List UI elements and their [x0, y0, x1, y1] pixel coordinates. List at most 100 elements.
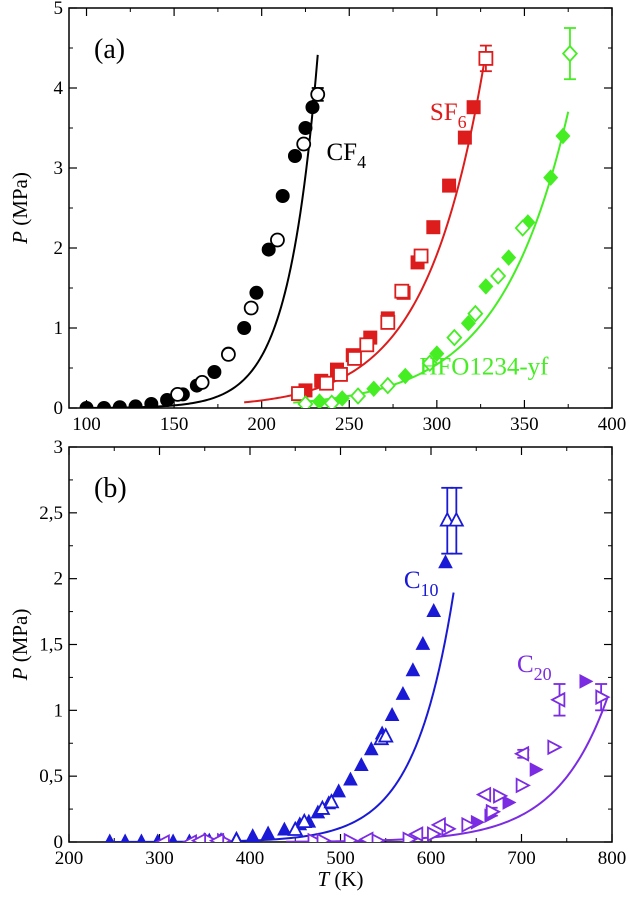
data-point-filled — [261, 242, 276, 257]
data-point-filled — [249, 285, 264, 300]
fit-curve — [286, 697, 609, 842]
data-point-open — [296, 136, 312, 152]
series-label-subscript: 10 — [421, 580, 439, 600]
plot-frame — [68, 446, 613, 843]
panel-b: 200 300 400 500 600 700 800 0 0,5 1 1,5 2 2,5 3 P (MPa… — [8, 437, 626, 891]
series-sf6 — [244, 44, 494, 404]
data-point-open — [310, 87, 326, 102]
data-point-open — [243, 300, 259, 316]
series-hfo1234-yf — [293, 27, 579, 408]
y-tick-label: 5 — [54, 0, 64, 19]
data-point-filled — [334, 390, 350, 407]
y-tick-label: 2 — [54, 569, 64, 590]
data-point-open-left — [475, 786, 492, 803]
panel-label: (b) — [94, 473, 127, 504]
data-point-open — [547, 739, 563, 756]
data-point-filled — [426, 603, 442, 617]
data-point-filled — [529, 762, 544, 777]
x-tick-label: 200 — [247, 414, 276, 435]
fit-curve — [86, 54, 319, 408]
data-point-open — [323, 793, 340, 809]
y-tick-label: 2,5 — [39, 503, 63, 524]
data-point-filled — [442, 178, 457, 193]
data-point-open-left — [550, 691, 566, 708]
x-tick-label: 250 — [335, 414, 364, 435]
x-axis-label: T (K) — [317, 867, 363, 891]
series-label-main: C — [517, 651, 534, 678]
x-tick-label: 700 — [507, 848, 536, 869]
data-point-filled — [415, 635, 431, 650]
y-tick-label: 0 — [54, 832, 64, 853]
x-tick-label: 400 — [598, 414, 627, 435]
data-point-open — [493, 787, 509, 804]
data-point-filled — [298, 121, 313, 135]
data-point-open — [394, 283, 410, 299]
y-axis-label: P (MPa) — [8, 609, 32, 682]
data-point-filled — [384, 707, 400, 721]
data-point-filled — [460, 314, 476, 332]
data-point-filled — [555, 127, 571, 145]
data-point-open-left — [154, 834, 170, 842]
x-tick-label: 600 — [417, 848, 446, 869]
data-point-open-left — [430, 816, 446, 833]
y-tick-label: 0,5 — [39, 766, 63, 787]
series-label-main: HFO1234-yf — [419, 353, 549, 380]
x-tick-label: 300 — [423, 414, 452, 435]
data-point-filled — [260, 825, 276, 840]
series-label: SF6 — [430, 99, 467, 132]
data-point-open — [377, 727, 394, 743]
data-point-open-left — [408, 826, 424, 842]
series-label: C10 — [404, 567, 439, 600]
data-point-open — [421, 354, 438, 373]
data-point-filled — [502, 795, 517, 810]
data-point-open — [316, 832, 332, 842]
y-axis-label-symbol: P — [8, 231, 32, 245]
fit-curve — [244, 62, 486, 404]
data-point-open-left — [190, 832, 207, 842]
series-cf4 — [79, 54, 326, 408]
data-point-filled — [579, 674, 594, 689]
data-point-filled — [97, 401, 112, 408]
data-point-filled — [395, 685, 411, 700]
data-point-open — [514, 219, 531, 237]
data-point-open — [446, 328, 463, 347]
data-point-filled — [438, 554, 453, 569]
data-point-open-left — [358, 831, 374, 842]
data-point-open — [467, 304, 484, 323]
x-axis-label-symbol: T — [317, 867, 330, 891]
data-point-filled — [120, 833, 130, 842]
data-point-filled — [287, 149, 302, 163]
series-label: CF4 — [326, 139, 366, 172]
data-point-open — [230, 831, 243, 842]
data-point-open — [561, 44, 579, 63]
data-point-open — [297, 395, 314, 408]
data-point-filled — [470, 814, 485, 830]
data-point-filled — [311, 393, 327, 408]
y-tick-label: 1,5 — [39, 635, 63, 656]
data-point-open — [359, 337, 375, 353]
series-label: C20 — [517, 651, 552, 684]
data-point-filled — [353, 757, 369, 772]
data-point-filled — [112, 400, 127, 408]
data-point-filled — [128, 399, 143, 408]
data-point-open — [170, 386, 186, 402]
data-point-open — [380, 314, 396, 330]
data-point-open — [402, 831, 418, 842]
data-point-filled — [331, 783, 347, 798]
data-point-open — [448, 511, 465, 527]
data-point-filled — [366, 380, 382, 398]
x-axis-label-unit: (K) — [329, 867, 363, 891]
data-point-open — [370, 832, 387, 842]
y-tick-label: 3 — [54, 158, 64, 179]
data-point-filled — [275, 189, 290, 203]
panel-label: (a) — [94, 34, 125, 65]
data-point-open-left — [208, 832, 225, 842]
data-point-open — [194, 374, 210, 390]
data-point-filled — [466, 100, 481, 115]
data-point-filled — [105, 833, 115, 842]
x-tick-label: 150 — [160, 414, 189, 435]
data-point-filled — [144, 397, 159, 408]
data-point-filled — [429, 345, 445, 362]
